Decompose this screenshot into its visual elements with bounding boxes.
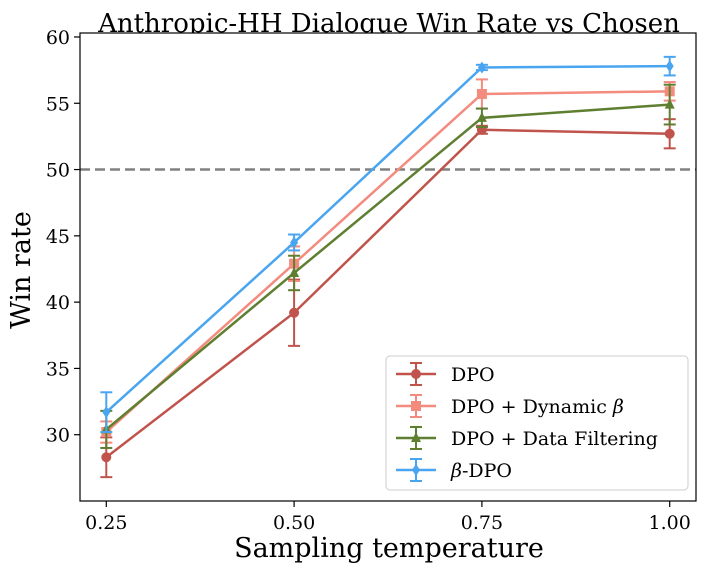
legend-label: DPO [451,364,495,386]
data-point [476,111,487,122]
legend-entry: DPO [396,362,495,386]
legend-label-text: DPO + Dynamic [451,396,613,418]
x-tick-label: 0.25 [85,512,127,534]
data-point [289,266,300,277]
series-line [105,90,670,433]
x-tick-label: 0.50 [273,512,315,534]
data-point [476,88,487,99]
data-point [102,406,111,419]
legend-label-symbol: β [612,396,624,418]
y-tick-label: 60 [46,27,70,49]
data-point [290,236,299,249]
y-tick-label: 40 [46,292,70,314]
x-axis-label: Sampling temperature [234,533,544,564]
series-line [105,128,670,459]
plot-frame [79,32,697,502]
legend-label: DPO + Dynamic β [451,396,624,418]
square-marker [411,401,421,411]
x-tick-label: 0.75 [461,512,503,534]
y-tick-label: 30 [46,425,70,447]
legend-entry: β-DPO [396,458,512,482]
series-line [105,103,670,431]
diamond-marker [412,464,420,476]
data-point [101,452,112,463]
legend-entry: DPO + Dynamic β [396,394,624,418]
data-point [664,128,675,139]
y-tick-label: 45 [46,226,70,248]
legend-label-symbol: β [450,460,462,482]
triangle-marker [411,432,421,442]
legend-label: β-DPO [450,460,512,482]
legend-box [385,355,689,491]
y-tick-label: 55 [46,93,70,115]
data-point [477,61,486,74]
series-4 [100,55,676,434]
legend-entry: DPO + Data Filtering [396,426,658,450]
x-tick-label: 1.00 [649,512,691,534]
series-line [105,64,670,414]
circle-marker [411,369,421,379]
data-point [289,307,300,318]
y-tick-label: 50 [46,160,70,182]
legend-label-text: -DPO [462,460,512,482]
data-point [664,98,675,109]
legend-label: DPO + Data Filtering [451,428,658,450]
data-point [665,60,674,73]
y-axis-label: Win rate [6,211,37,329]
y-tick-label: 35 [46,358,70,380]
